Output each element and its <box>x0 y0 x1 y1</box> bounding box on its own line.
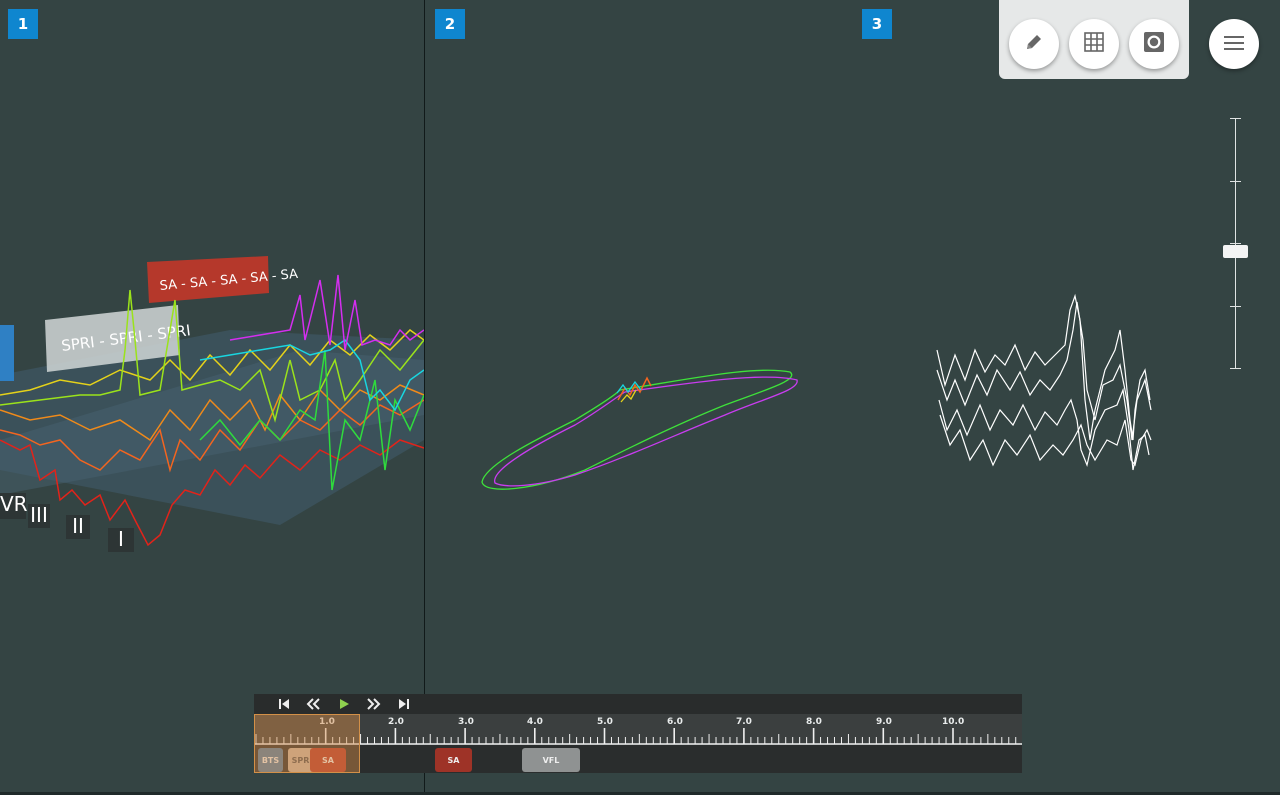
tick-label: 9.0 <box>876 717 892 727</box>
vector-loop-plot[interactable] <box>425 0 855 795</box>
zoom-tick <box>1230 118 1241 119</box>
trace-magenta <box>229 274 424 351</box>
pane-divider[interactable] <box>424 0 425 795</box>
pane-beat-overlay[interactable]: 3 <box>855 0 1280 795</box>
tick-label: 1.0 <box>319 717 335 727</box>
fast-forward-button[interactable] <box>366 696 382 712</box>
playback-controls <box>254 694 1022 714</box>
trace-yellow <box>0 329 424 396</box>
pane-number-2[interactable]: 2 <box>435 9 465 39</box>
hamburger-menu-icon <box>1224 35 1244 54</box>
skip-to-end-button[interactable] <box>396 696 412 712</box>
bottom-border <box>0 792 1280 795</box>
skip-to-start-button[interactable] <box>276 696 292 712</box>
trace-green <box>199 349 424 491</box>
draw-tool-button[interactable] <box>1009 19 1059 69</box>
zoom-tick <box>1230 181 1241 182</box>
timeline-selection-window[interactable] <box>254 714 360 773</box>
tick-label: 3.0 <box>458 717 474 727</box>
tick-label: 4.0 <box>527 717 543 727</box>
segment-sa[interactable]: SA <box>310 748 346 772</box>
pencil-icon <box>1023 31 1045 57</box>
beat-trace-3 <box>938 387 1150 471</box>
beat-trace-4 <box>939 414 1152 467</box>
trace-red <box>0 439 424 547</box>
ecg-3d-plot[interactable]: SPRI - SPRI - SPRI SA - SA - SA - SA - S… <box>0 0 424 795</box>
trace-lime <box>0 289 424 423</box>
snapshot-button[interactable] <box>1129 19 1179 69</box>
loop-cluster-yellow <box>620 389 637 403</box>
main-menu-button[interactable] <box>1209 19 1259 69</box>
pane-number-1[interactable]: 1 <box>8 9 38 39</box>
lead-label-ii: II <box>66 515 90 539</box>
segment-bts[interactable]: BTS <box>258 748 283 772</box>
fast-forward-icon <box>367 698 381 710</box>
annotation-bts-flag <box>0 325 14 381</box>
loop-cluster-cyan <box>616 380 642 394</box>
zoom-slider-knob[interactable] <box>1223 245 1248 258</box>
annotation-sa-flag: SA - SA - SA - SA - SA <box>147 256 299 303</box>
lead-label-i: I <box>108 528 134 552</box>
trace-dark-orange <box>0 384 424 442</box>
grid-toggle-button[interactable] <box>1069 19 1119 69</box>
tick-label: 2.0 <box>388 717 404 727</box>
camera-icon <box>1142 30 1166 58</box>
tick-label: 8.0 <box>806 717 822 727</box>
tick-label: 7.0 <box>736 717 752 727</box>
segment-vfl[interactable]: VFL <box>522 748 580 772</box>
zoom-tick <box>1230 243 1241 244</box>
timeline-ruler[interactable] <box>254 714 1022 745</box>
grid-icon <box>1083 31 1105 57</box>
rewind-icon <box>306 698 320 710</box>
pane-number-3[interactable]: 3 <box>862 9 892 39</box>
skip-to-end-icon <box>399 699 409 709</box>
timeline-ticks <box>254 728 1022 745</box>
loop-magenta <box>494 376 798 487</box>
lead-label-iii: III <box>28 504 50 528</box>
trace-cyan <box>199 338 424 412</box>
tick-label: 6.0 <box>667 717 683 727</box>
skip-to-start-icon <box>279 699 289 709</box>
beat-overlay-plot[interactable] <box>855 0 1280 795</box>
zoom-tick <box>1230 368 1241 369</box>
play-icon <box>340 699 349 709</box>
beat-trace-2 <box>936 301 1152 441</box>
loop-green <box>481 369 793 490</box>
play-button[interactable] <box>336 696 352 712</box>
tick-label: 10.0 <box>942 717 965 727</box>
pane-3d-ecg[interactable]: 1 SPRI - SPRI - SPRI SA - SA - SA - SA -… <box>0 0 424 795</box>
pane-vector-loop[interactable]: 2 <box>425 0 855 795</box>
rewind-button[interactable] <box>305 696 321 712</box>
segment-sa[interactable]: SA <box>435 748 472 772</box>
tick-label: 5.0 <box>597 717 613 727</box>
view-toolbar <box>999 0 1189 79</box>
lead-label-vr: VR <box>0 493 28 519</box>
zoom-tick <box>1230 306 1241 307</box>
trace-orange <box>0 399 424 473</box>
floor-plane-2 <box>0 350 424 495</box>
